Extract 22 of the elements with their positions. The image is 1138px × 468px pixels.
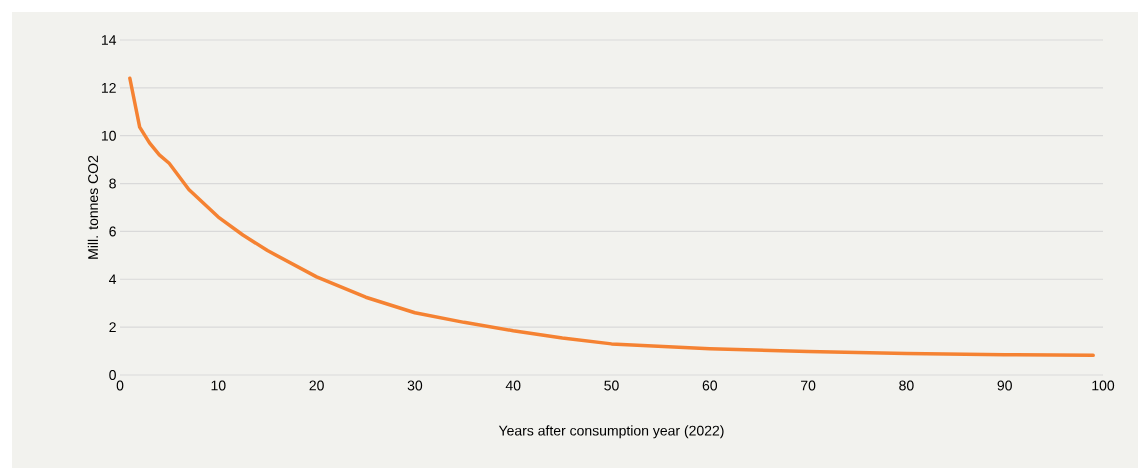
y-tick-label: 6 (109, 226, 116, 237)
y-tick-label: 8 (109, 178, 116, 189)
x-tick-label: 40 (505, 380, 521, 391)
x-tick-label: 70 (801, 380, 816, 391)
x-tick-label: 100 (1092, 380, 1115, 391)
x-tick-label: 80 (899, 380, 914, 391)
x-tick-label: 60 (702, 380, 718, 391)
x-tick-label: 20 (309, 380, 324, 391)
y-tick-label: 2 (109, 322, 116, 333)
y-tick-label: 0 (109, 370, 116, 380)
x-tick-label: 0 (116, 380, 124, 391)
y-tick-label: 12 (101, 82, 116, 93)
x-tick-label: 30 (407, 380, 423, 391)
x-tick-label: 90 (997, 380, 1012, 391)
y-tick-label: 10 (101, 130, 116, 141)
x-axis-title: Years after consumption year (2022) (498, 425, 724, 439)
y-tick-label: 4 (109, 274, 117, 285)
x-tick-label: 10 (211, 380, 226, 391)
line-series (128, 76, 1095, 358)
y-tick-label: 14 (101, 35, 117, 45)
y-axis-title: Mill. tonnes CO2 (87, 155, 99, 259)
x-tick-label: 50 (604, 380, 619, 391)
